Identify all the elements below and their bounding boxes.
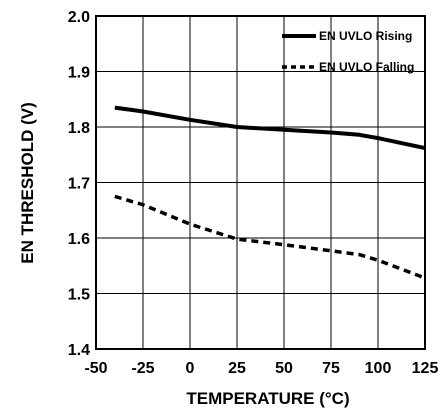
grid-lines bbox=[96, 16, 425, 349]
x-tick-label: -50 bbox=[84, 360, 107, 377]
plot-frame bbox=[95, 15, 426, 350]
y-tick-label: 1.8 bbox=[68, 120, 90, 137]
series-line-falling bbox=[114, 194, 426, 280]
tick-labels: -50 -25 0 25 50 75 100 125 1.4 1.5 1.6 1.7 1.8 1.9 2.0 bbox=[68, 9, 439, 377]
x-tick-label: 100 bbox=[365, 360, 392, 377]
y-tick-label: 1.7 bbox=[68, 176, 90, 193]
legend-label-falling: EN UVLO Falling bbox=[319, 60, 414, 74]
y-tick-label: 1.4 bbox=[68, 342, 90, 359]
y-tick-label: 2.0 bbox=[68, 9, 90, 26]
y-tick-label: 1.5 bbox=[68, 287, 90, 304]
x-tick-label: 50 bbox=[275, 360, 293, 377]
x-tick-label: 125 bbox=[412, 360, 439, 377]
series-lines bbox=[114, 105, 426, 280]
y-tick-label: 1.9 bbox=[68, 65, 90, 82]
x-tick-label: -25 bbox=[131, 360, 154, 377]
legend: EN UVLO Rising EN UVLO Falling bbox=[282, 29, 414, 74]
y-axis-label: EN THRESHOLD (V) bbox=[18, 102, 37, 264]
legend-label-rising: EN UVLO Rising bbox=[319, 29, 412, 43]
series-line-rising bbox=[114, 105, 426, 151]
y-tick-label: 1.6 bbox=[68, 231, 90, 248]
x-tick-label: 25 bbox=[228, 360, 246, 377]
x-axis-label: TEMPERATURE (°C) bbox=[186, 389, 349, 408]
x-tick-label: 0 bbox=[186, 360, 195, 377]
x-tick-label: 75 bbox=[322, 360, 340, 377]
